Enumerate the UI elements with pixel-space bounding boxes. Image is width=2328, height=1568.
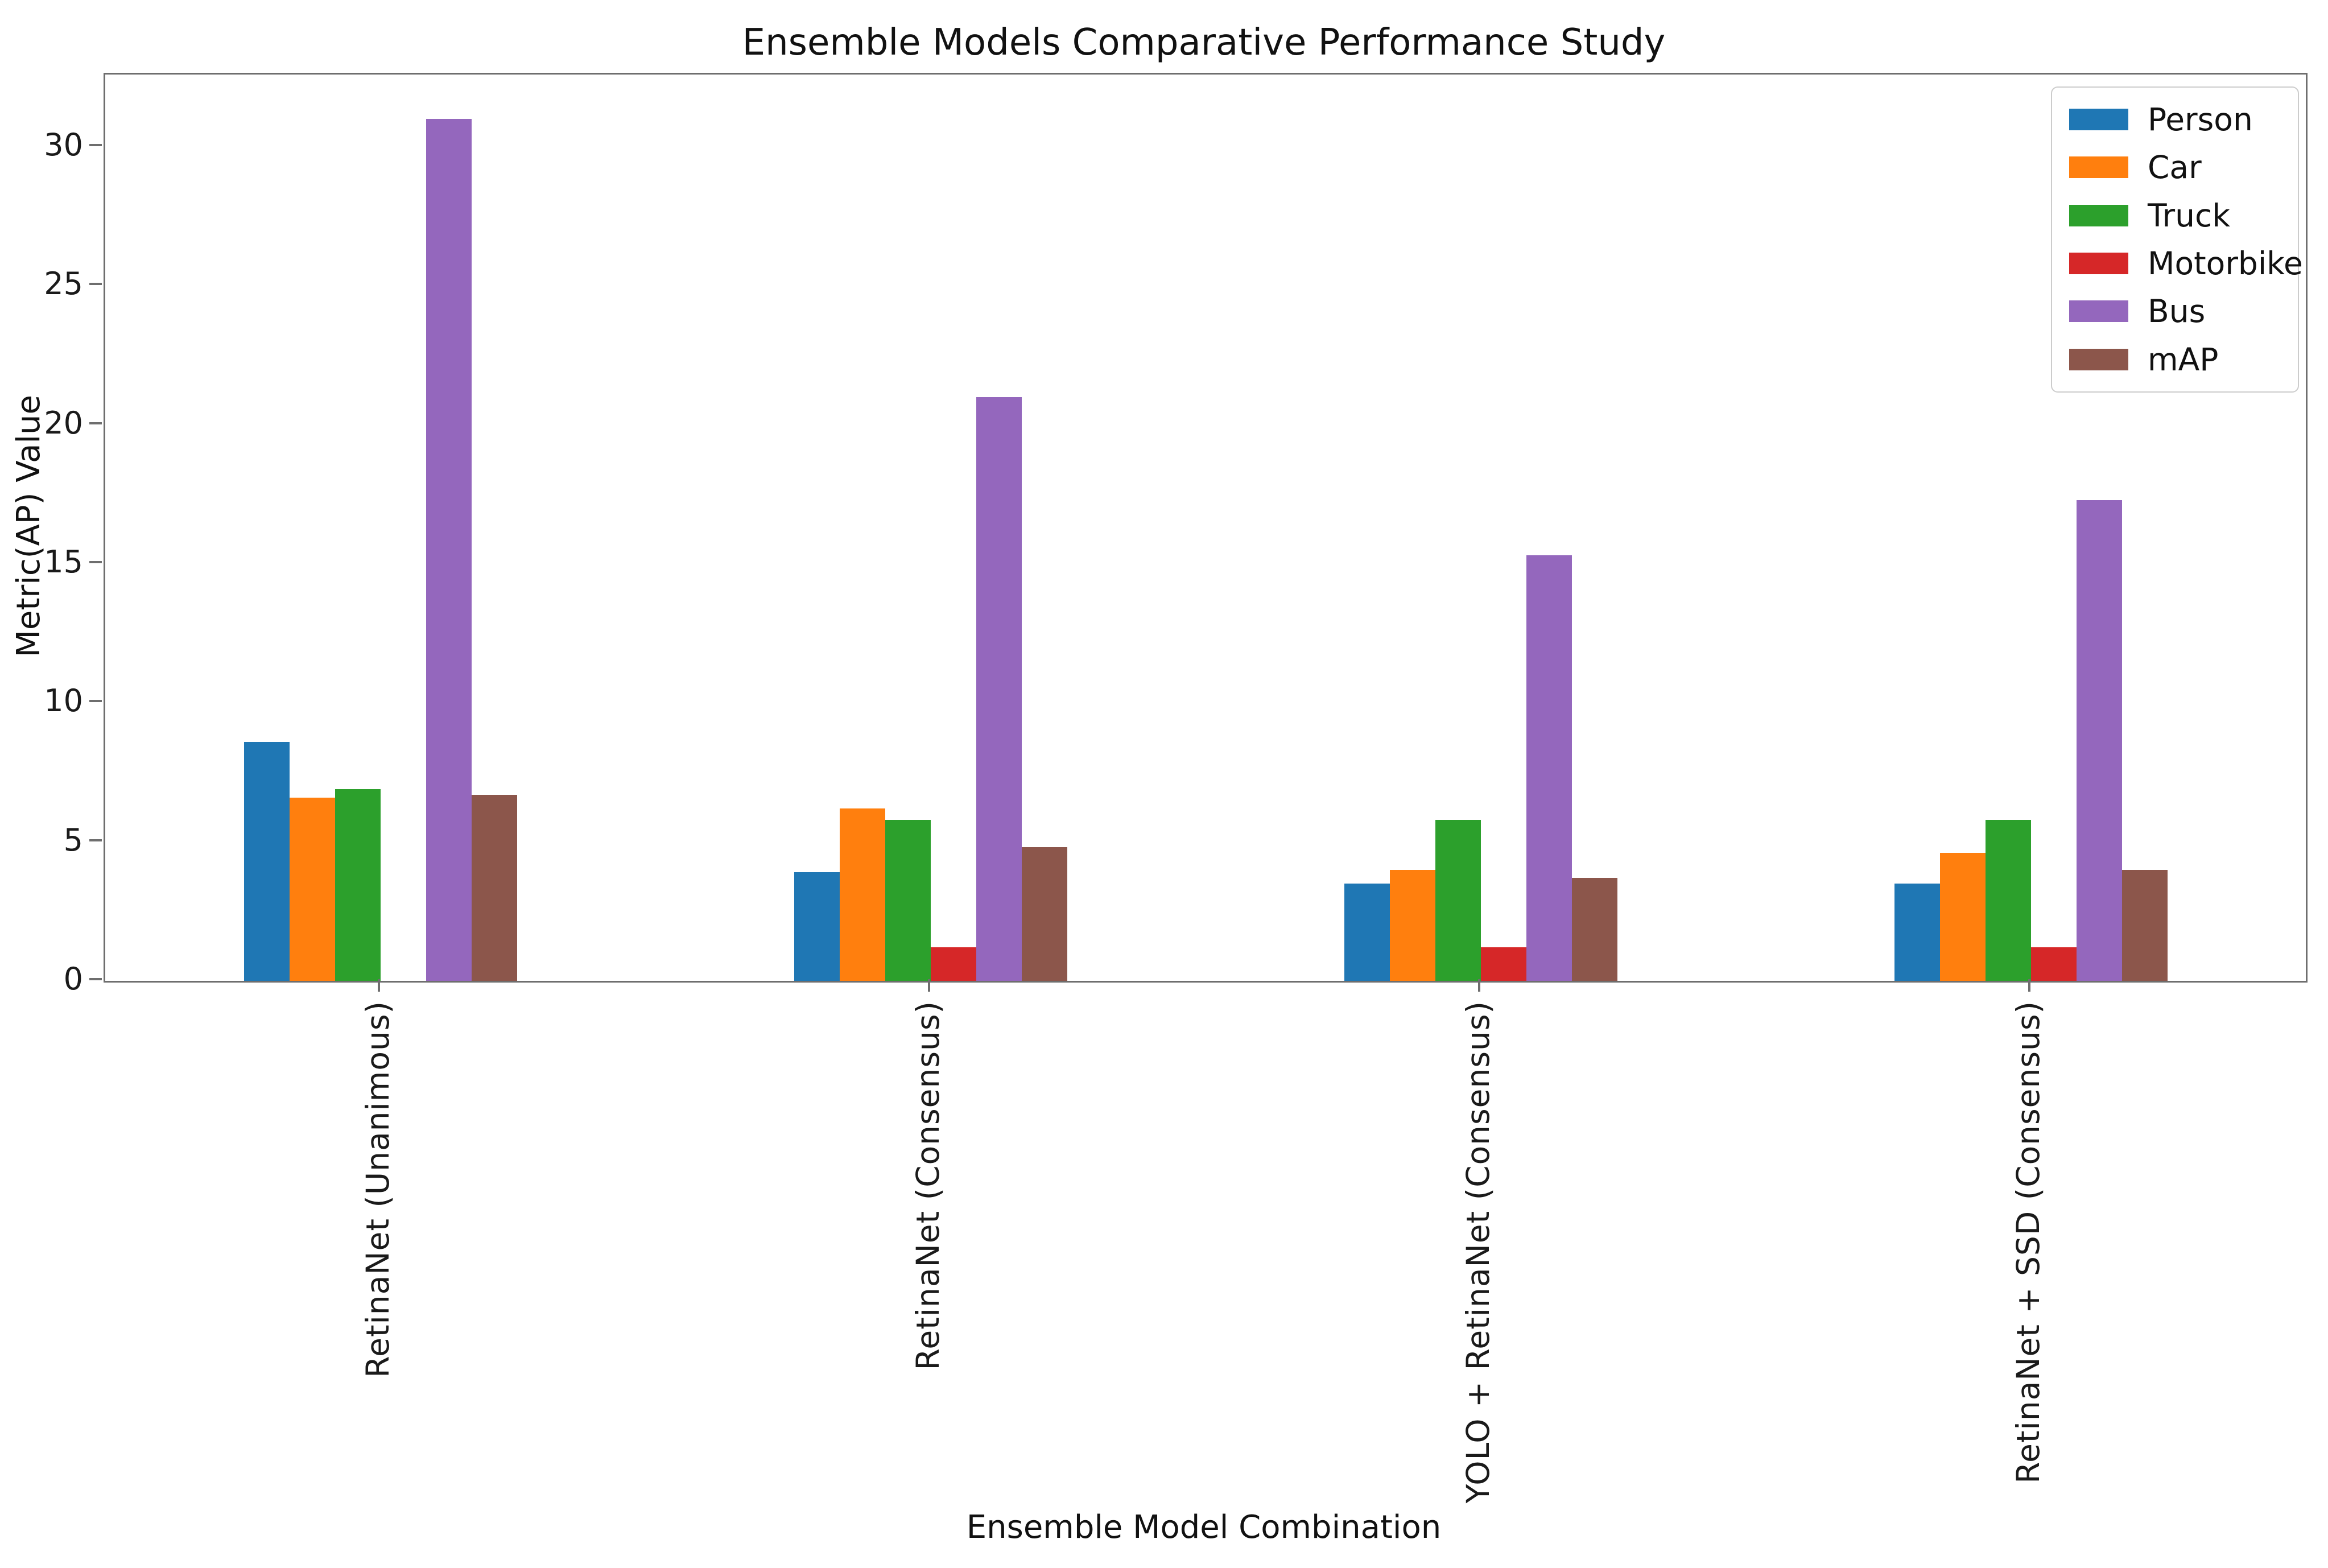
bar-map-group1 [471,794,517,981]
bar-bus-group4 [2076,500,2122,981]
y-tick-label: 5 [63,822,83,858]
bar-bus-group2 [976,397,1022,981]
legend: Person Car Truck Motorbike Bus mAP [2051,86,2303,393]
legend-swatch-map [2069,348,2128,370]
bar-car-group2 [839,808,885,981]
category-label: RetinaNet (Unanimous) [359,1001,396,1378]
chart-title: Ensemble Models Comparative Performance … [742,22,1666,64]
legend-label: mAP [2148,341,2219,378]
bar-truck-group4 [1985,819,2031,981]
y-tick-mark [89,978,102,980]
legend-swatch-truck [2069,204,2128,226]
plot-box [104,73,2308,983]
bar-bus-group1 [426,119,472,981]
legend-label: Car [2148,149,2202,186]
bar-person-group4 [1894,883,1940,981]
legend-swatch-person [2069,109,2128,131]
bar-car-group4 [1939,853,1986,981]
y-tick-label: 10 [44,683,83,719]
category-label: RetinaNet (Consensus) [909,1001,946,1371]
legend-item-motorbike: Motorbike [2052,245,2303,282]
y-tick-mark [89,561,102,564]
y-tick-mark [89,422,102,424]
legend-item-map: mAP [2052,341,2298,378]
category-label: RetinaNet + SSD (Consensus) [2009,1001,2046,1484]
x-tick-mark [377,979,380,992]
bar-person-group3 [1344,883,1390,981]
legend-label: Truck [2148,197,2231,234]
category-label: YOLO + RetinaNet (Consensus) [1459,1001,1496,1504]
plot-area [105,75,2306,981]
y-tick-mark [89,839,102,841]
legend-label: Person [2148,101,2253,138]
bar-map-group3 [1571,878,1617,981]
legend-item-person: Person [2052,101,2298,138]
bar-motorbike-group2 [930,947,976,981]
x-axis-label: Ensemble Model Combination [966,1509,1442,1546]
bar-map-group2 [1021,847,1067,981]
y-tick-mark [89,700,102,703]
bar-truck-group3 [1435,819,1481,981]
y-tick-mark [89,283,102,286]
bar-bus-group3 [1526,555,1572,981]
bar-car-group1 [289,797,335,981]
y-tick-label: 25 [44,266,83,302]
legend-swatch-car [2069,156,2128,179]
legend-label: Bus [2148,293,2206,330]
bar-person-group1 [243,741,290,981]
y-tick-label: 15 [44,544,83,580]
bar-motorbike-group4 [2030,947,2077,981]
x-tick-mark [1477,979,1480,992]
legend-item-truck: Truck [2052,197,2298,234]
legend-swatch-motorbike [2069,253,2128,275]
legend-item-bus: Bus [2052,293,2298,329]
y-tick-label: 20 [44,405,83,441]
x-tick-mark [2028,979,2030,992]
x-tick-mark [927,979,930,992]
legend-item-car: Car [2052,149,2298,185]
bar-map-group4 [2121,869,2168,981]
y-tick-label: 30 [44,127,83,163]
bar-truck-group1 [335,789,381,981]
bar-motorbike-group3 [1480,947,1526,981]
bar-car-group3 [1389,869,1435,981]
y-tick-label: 0 [63,961,83,997]
legend-label: Motorbike [2148,245,2303,282]
legend-swatch-bus [2069,300,2128,323]
bar-truck-group2 [885,819,931,981]
y-tick-mark [89,144,102,147]
bar-person-group2 [794,872,840,981]
